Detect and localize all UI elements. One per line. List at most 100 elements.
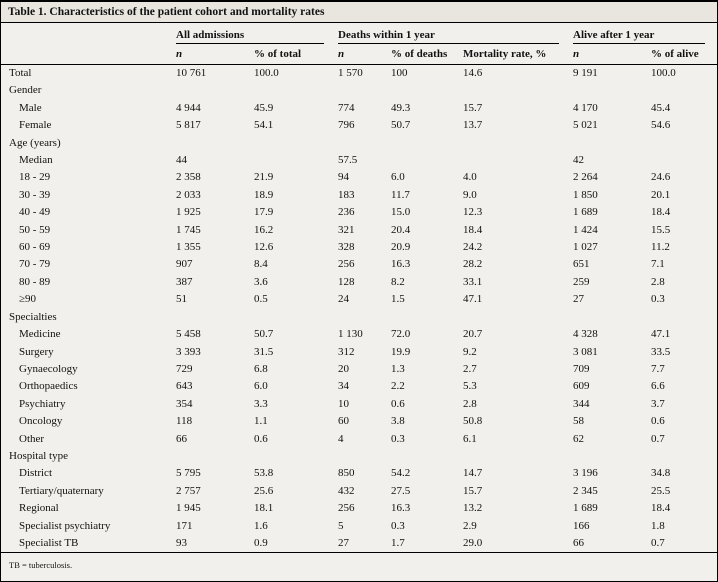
cell: 259	[573, 275, 590, 288]
cell: 34.8	[651, 467, 671, 480]
cell: 609	[573, 380, 590, 393]
cell: 16.3	[391, 258, 411, 271]
cell	[176, 448, 254, 465]
cell: 10 761	[176, 67, 207, 79]
cell: 5 817	[176, 119, 201, 132]
cell: 0.3	[651, 293, 665, 306]
cell: 1 689	[573, 206, 598, 219]
cell: 328	[338, 241, 355, 254]
cell: 54.6	[651, 119, 671, 132]
cell: 1.7	[391, 536, 405, 549]
cell: 2 033	[176, 188, 201, 201]
cell: 643	[176, 380, 193, 393]
cell: 62	[573, 432, 585, 445]
cell	[463, 448, 573, 465]
cell: 6.0	[391, 171, 405, 184]
table-row: ≥90 51 0.5 24 1.5 47.1 27 0.3	[1, 291, 717, 308]
cell: 42	[573, 154, 585, 167]
cell	[254, 309, 338, 326]
row-label: ≥90	[19, 293, 37, 306]
cell: 709	[573, 362, 590, 375]
cell: 3 196	[573, 467, 598, 480]
cell: 1 424	[573, 223, 598, 236]
cell	[651, 82, 717, 99]
cell: 5 795	[176, 467, 201, 480]
cell: 4.0	[463, 171, 477, 184]
cell	[391, 82, 463, 99]
column-header-n-alive: n	[573, 44, 652, 65]
column-header-n-deaths: n	[338, 44, 392, 65]
row-label: Age (years)	[9, 136, 61, 149]
cell: 1.8	[651, 519, 665, 532]
cell: 18.1	[254, 502, 274, 515]
cell: 18.9	[254, 188, 274, 201]
table-row: Medicine 5 458 50.7 1 130 72.0 20.7 4 328 47.1	[1, 326, 717, 343]
group-alive-label: Alive after 1 year	[573, 28, 706, 44]
row-label: Specialist psychiatry	[19, 519, 111, 532]
cell: 1.6	[254, 519, 268, 532]
column-header-pct-of-deaths: % of deaths	[391, 44, 464, 65]
cell: 7.1	[651, 258, 665, 271]
cell: 6.0	[254, 380, 268, 393]
table-row: Total 10 761 100.0 1 570 100 14.6 9 191 100.0	[1, 65, 717, 83]
cell	[391, 309, 463, 326]
cell: 2.2	[391, 380, 405, 393]
cell: 72.0	[391, 328, 411, 341]
cell: 0.9	[254, 536, 268, 549]
cell: 1 745	[176, 223, 201, 236]
cell: 2 345	[573, 484, 598, 497]
cell: 14.7	[463, 467, 483, 480]
cell: 4	[338, 432, 344, 445]
table-row: Male 4 944 45.9 774 49.3 15.7 4 170 45.4	[1, 100, 717, 117]
cell: 2.8	[463, 397, 477, 410]
cell: 53.8	[254, 467, 274, 480]
cell: 25.5	[651, 484, 671, 497]
cell	[651, 152, 717, 169]
cell: 2 264	[573, 171, 598, 184]
cell: 651	[573, 258, 590, 271]
table-header: All admissions Deaths within 1 year Aliv…	[1, 23, 717, 65]
cell: 4 170	[573, 101, 598, 114]
cell: 8.4	[254, 258, 268, 271]
column-header-mortality-rate: Mortality rate, %	[463, 44, 574, 65]
cell: 2.9	[463, 519, 477, 532]
table-row: Psychiatry 354 3.3 10 0.6 2.8 344 3.7	[1, 396, 717, 413]
cell: 31.5	[254, 345, 274, 358]
cell: 28.2	[463, 258, 483, 271]
cell: 1 027	[573, 241, 598, 254]
cell	[573, 82, 651, 99]
cell: 1 925	[176, 206, 201, 219]
cell: 256	[338, 502, 355, 515]
cell	[254, 152, 338, 169]
cell: 3.7	[651, 397, 665, 410]
cell: 33.5	[651, 345, 671, 358]
cell: 93	[176, 536, 187, 549]
row-label: Female	[19, 119, 52, 132]
cell: 15.5	[651, 223, 671, 236]
table-body: Total 10 761 100.0 1 570 100 14.6 9 191 100.0 Ge…	[1, 65, 717, 553]
cell: 15.7	[463, 484, 483, 497]
cell	[463, 82, 573, 99]
cell	[254, 135, 338, 152]
table-row: Median 44 57.5 42	[1, 152, 717, 169]
cell: 58	[573, 415, 585, 428]
cell: 256	[338, 258, 355, 271]
cell: 5 021	[573, 119, 598, 132]
cell: 100	[391, 67, 408, 79]
column-header-pct-of-total: % of total	[254, 44, 339, 65]
cell: 20.4	[391, 223, 411, 236]
cell: 432	[338, 484, 355, 497]
row-label: 50 - 59	[19, 223, 51, 236]
cell: 9.2	[463, 345, 477, 358]
cell: 20.1	[651, 188, 671, 201]
cell: 18.4	[463, 223, 483, 236]
table-row: Female 5 817 54.1 796 50.7 13.7 5 021 54.6	[1, 117, 717, 134]
table-row: Specialist TB 93 0.9 27 1.7 29.0 66 0.7	[1, 535, 717, 553]
cell: 774	[338, 101, 355, 114]
table-row: 50 - 59 1 745 16.2 321 20.4 18.4 1 424 15.5	[1, 222, 717, 239]
cell	[176, 82, 254, 99]
cell	[391, 135, 463, 152]
cell: 0.7	[651, 432, 665, 445]
cell: 13.2	[463, 502, 483, 515]
cell	[573, 448, 651, 465]
